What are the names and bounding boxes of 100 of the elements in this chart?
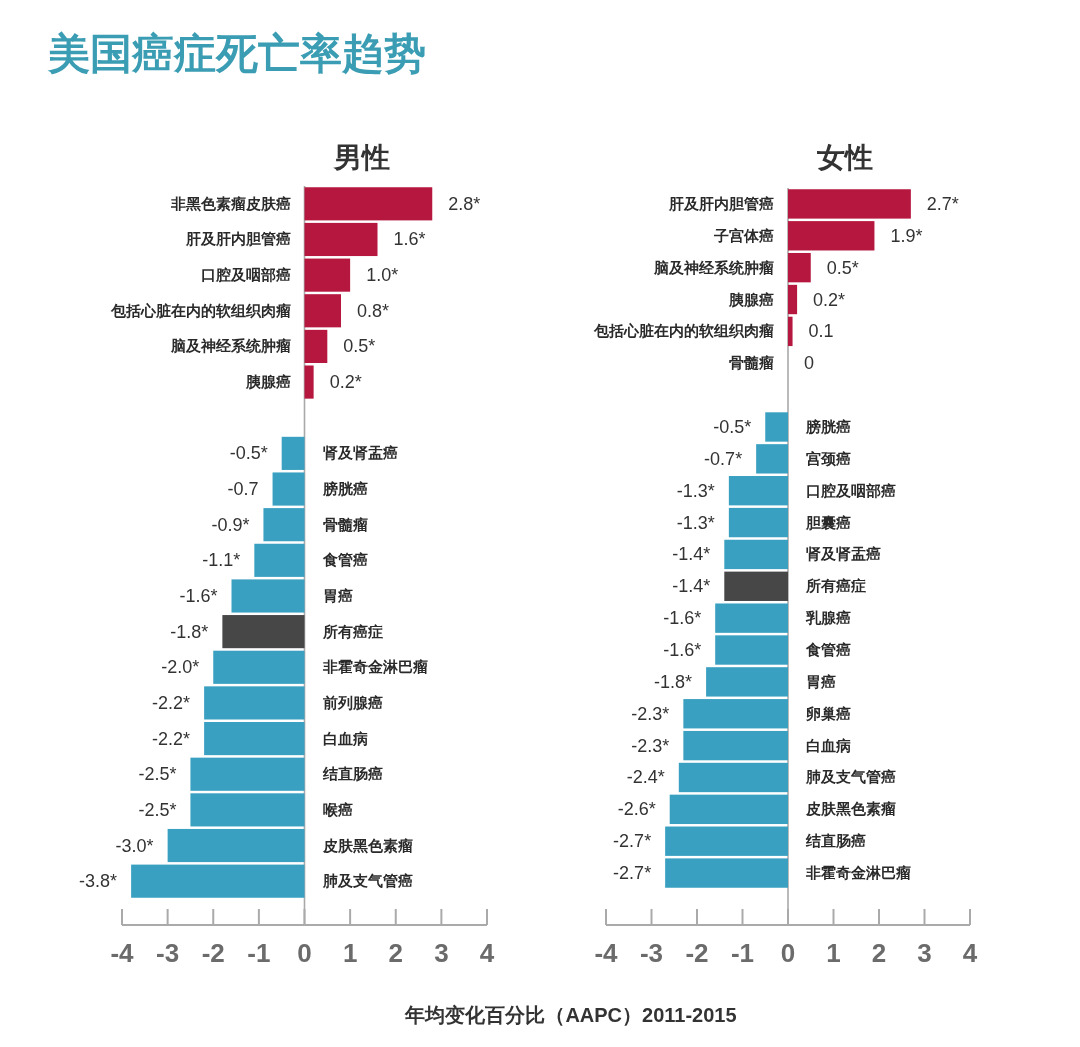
bar [204, 722, 305, 756]
y-tick-label: 骨髓瘤 [322, 515, 368, 533]
bar [304, 294, 341, 328]
data-label: -0.7 [227, 479, 259, 500]
bar [715, 603, 788, 633]
data-label: -0.5* [713, 416, 752, 437]
data-label: 1.0* [366, 265, 399, 286]
bar [304, 365, 314, 399]
x-tick-label: -2 [201, 938, 225, 968]
bar [756, 444, 788, 474]
data-label: -2.5* [138, 799, 177, 820]
x-tick-label: 0 [780, 938, 796, 968]
y-tick-label: 膀胱癌 [321, 480, 368, 498]
y-tick-label: 卵巢癌 [805, 704, 851, 722]
bar [683, 730, 788, 761]
data-label: -1.3* [676, 512, 715, 533]
bar [167, 828, 305, 863]
x-tick-label: 3 [917, 938, 932, 968]
data-label: -0.9* [211, 514, 250, 535]
chart-title: 男性 [332, 142, 390, 173]
y-tick-label: 所有癌症 [321, 622, 383, 640]
y-tick-label: 胰腺癌 [728, 290, 774, 308]
y-tick-label: 皮肤黑色素瘤 [805, 800, 896, 818]
y-tick-label: 非黑色素瘤皮肤癌 [169, 194, 291, 212]
x-tick-label: -2 [685, 938, 709, 968]
bar [304, 258, 351, 292]
y-tick-label: 皮肤黑色素瘤 [321, 836, 413, 854]
x-tick-label: -4 [594, 938, 619, 968]
bar [724, 571, 788, 601]
data-label: -2.6* [617, 799, 656, 820]
bar [304, 329, 328, 363]
data-label: -1.6* [179, 585, 218, 606]
y-tick-label: 子宫体癌 [713, 226, 774, 244]
data-label: -2.5* [138, 764, 177, 785]
data-label: -3.0* [115, 835, 154, 856]
y-tick-label: 白血病 [322, 730, 368, 747]
y-tick-label: 胰腺癌 [244, 373, 291, 391]
bar [222, 615, 305, 649]
text: 年均变化百分比（AAPC）2011-2015 [404, 1004, 737, 1026]
x-tick-label: 4 [479, 938, 495, 968]
y-tick-label: 脑及神经系统肿瘤 [169, 337, 291, 355]
bar [131, 864, 305, 898]
bar [678, 762, 788, 793]
data-label: -2.7* [613, 831, 652, 852]
data-label: 1.9* [890, 225, 923, 246]
y-tick-label: 肾及肾盂癌 [322, 444, 398, 462]
y-tick-label: 骨髓瘤 [729, 354, 774, 372]
data-label: -1.1* [202, 550, 241, 571]
y-tick-label: 肾及肾盂癌 [806, 545, 881, 563]
bar [728, 507, 788, 538]
y-tick-label: 非霍奇金淋巴瘤 [321, 658, 428, 676]
x-tick-label: 2 [871, 938, 887, 968]
bar [281, 436, 305, 470]
bar [263, 508, 305, 542]
y-tick-label: 喉癌 [322, 800, 353, 818]
bar [304, 187, 433, 221]
x-tick-label: -1 [730, 938, 755, 968]
bar [715, 635, 788, 665]
data-label: 0.2* [329, 372, 362, 393]
y-tick-label: 前列腺癌 [321, 693, 383, 711]
bar [788, 221, 875, 251]
data-label: -2.2* [152, 728, 191, 749]
y-tick-label: 胃癌 [322, 586, 353, 604]
bar [724, 539, 788, 570]
y-tick-label: 白血病 [806, 737, 851, 754]
data-label: -1.8* [654, 671, 693, 692]
y-tick-label: 肝及肝内胆管癌 [668, 194, 774, 212]
data-label: 0 [804, 353, 815, 374]
y-tick-label: 肺及支气管癌 [321, 872, 413, 890]
bar [272, 472, 305, 506]
data-label: 1.6* [393, 229, 426, 250]
bar [728, 476, 788, 506]
y-tick-label: 包括心脏在内的软组织肉瘤 [593, 322, 774, 340]
data-label: -2.4* [626, 767, 665, 788]
y-tick-label: 食管癌 [805, 641, 851, 659]
data-label: 0.8* [357, 300, 390, 321]
chart-title: 女性 [816, 142, 873, 173]
bar [665, 826, 788, 856]
bar [765, 412, 788, 442]
x-tick-label: -3 [156, 938, 180, 968]
bar [669, 794, 788, 825]
bar [788, 252, 811, 283]
y-tick-label: 包括心脏在内的软组织肉瘤 [109, 301, 291, 319]
x-tick-label: -1 [247, 938, 271, 968]
data-label: 0.2* [813, 289, 846, 310]
y-tick-label: 所有癌症 [805, 577, 866, 595]
y-tick-label: 非霍奇金淋巴瘤 [805, 864, 911, 882]
text: 美国癌症死亡率趋势 [47, 30, 426, 77]
y-tick-label: 乳腺癌 [805, 609, 851, 627]
y-tick-label: 胃癌 [806, 672, 836, 690]
bar [683, 699, 788, 729]
bar [213, 650, 305, 684]
data-label: -1.8* [170, 621, 209, 642]
x-tick-label: -4 [110, 938, 135, 968]
x-tick-label: 3 [434, 938, 449, 968]
data-label: -1.6* [663, 640, 702, 661]
x-tick-label: -3 [639, 938, 664, 968]
bar [190, 757, 305, 791]
data-label: -1.6* [663, 608, 702, 629]
data-label: -1.4* [672, 576, 711, 597]
